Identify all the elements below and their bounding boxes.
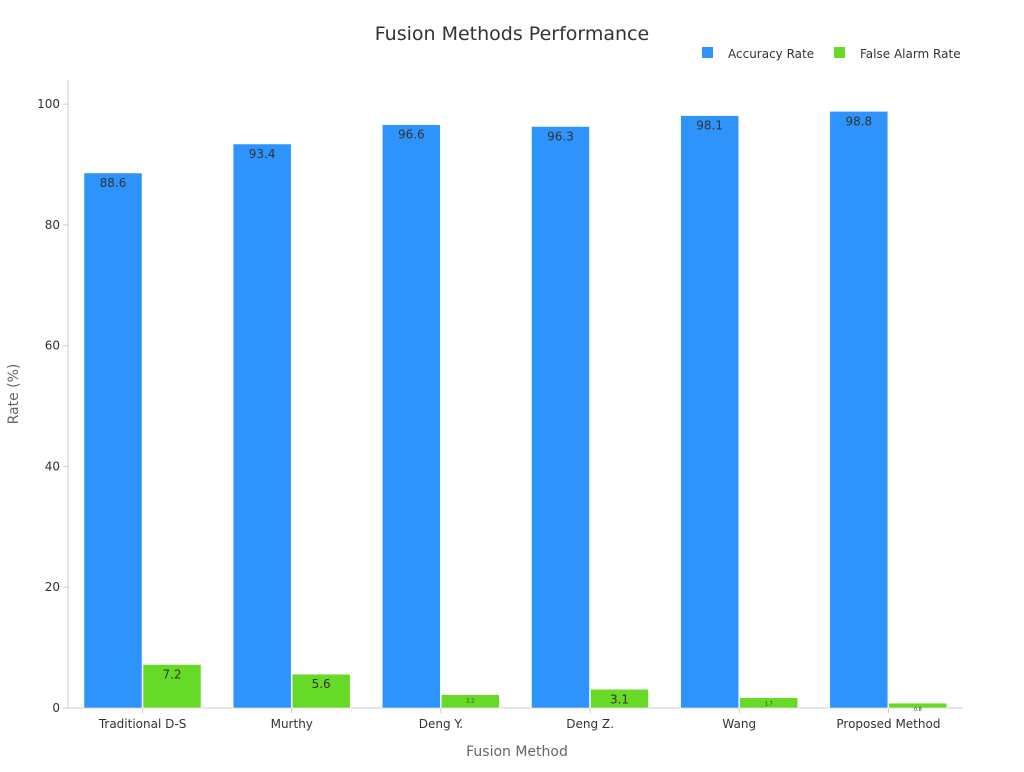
legend-label-accuracy[interactable]: Accuracy Rate: [728, 47, 814, 61]
bar-value-label: 7.2: [162, 668, 181, 682]
bar-value-label: 98.1: [696, 119, 723, 133]
bar-false-alarm[interactable]: [739, 697, 798, 709]
bar-value-label: 1.7: [765, 702, 773, 708]
bar-accuracy[interactable]: [829, 111, 889, 709]
y-tick-label: 80: [45, 218, 60, 232]
x-tick-label: Proposed Method: [836, 717, 940, 731]
bar-value-label: 96.6: [398, 128, 425, 142]
legend: Accuracy Rate False Alarm Rate: [702, 47, 961, 61]
bars: 88.6 7.2 93.4 5.6 96.6 2.2 96.3 3.1 98.1 1.7 98.8 0…: [83, 111, 948, 713]
bar-false-alarm[interactable]: [888, 702, 948, 709]
x-axis-ticks: Traditional D-S Murthy Deng Y. Deng Z. Wang P…: [98, 708, 940, 731]
x-tick-label: Wang: [722, 717, 756, 731]
y-tick-label: 20: [45, 580, 60, 594]
bar-value-label: 88.6: [100, 176, 127, 190]
y-tick-label: 40: [45, 459, 60, 473]
bar-value-label: 93.4: [249, 147, 276, 161]
chart-title: Fusion Methods Performance: [375, 23, 649, 45]
bar-value-label: 0.8: [914, 707, 922, 713]
x-tick-label: Deng Z.: [566, 717, 614, 731]
bar-value-label: 2.2: [466, 699, 474, 705]
x-axis-title: Fusion Method: [466, 744, 568, 760]
bar-value-label: 98.8: [845, 114, 872, 128]
bar-false-alarm[interactable]: [142, 664, 202, 709]
bar-value-label: 3.1: [610, 692, 629, 706]
y-tick-label: 60: [45, 339, 60, 353]
legend-label-false-alarm[interactable]: False Alarm Rate: [860, 47, 961, 61]
bar-false-alarm[interactable]: [291, 673, 351, 709]
x-tick-label: Murthy: [271, 717, 313, 731]
y-tick-label: 0: [52, 701, 60, 715]
bar-accuracy[interactable]: [232, 143, 292, 709]
bar-accuracy[interactable]: [83, 172, 143, 709]
bar-accuracy[interactable]: [382, 124, 441, 709]
bar-accuracy[interactable]: [531, 126, 590, 709]
bar-accuracy[interactable]: [680, 115, 739, 709]
y-tick-label: 100: [37, 97, 60, 111]
bar-false-alarm[interactable]: [590, 689, 649, 709]
x-tick-label: Deng Y.: [419, 717, 463, 731]
y-axis-title: Rate (%): [6, 364, 22, 425]
x-tick-label: Traditional D-S: [98, 717, 186, 731]
bar-value-label: 5.6: [312, 677, 331, 691]
legend-swatch-accuracy[interactable]: [702, 47, 713, 58]
bar-value-label: 96.3: [547, 129, 574, 143]
bar-false-alarm[interactable]: [441, 694, 500, 709]
y-axis-ticks: 0 20 40 60 80 100: [37, 97, 68, 715]
legend-swatch-false-alarm[interactable]: [834, 47, 845, 58]
